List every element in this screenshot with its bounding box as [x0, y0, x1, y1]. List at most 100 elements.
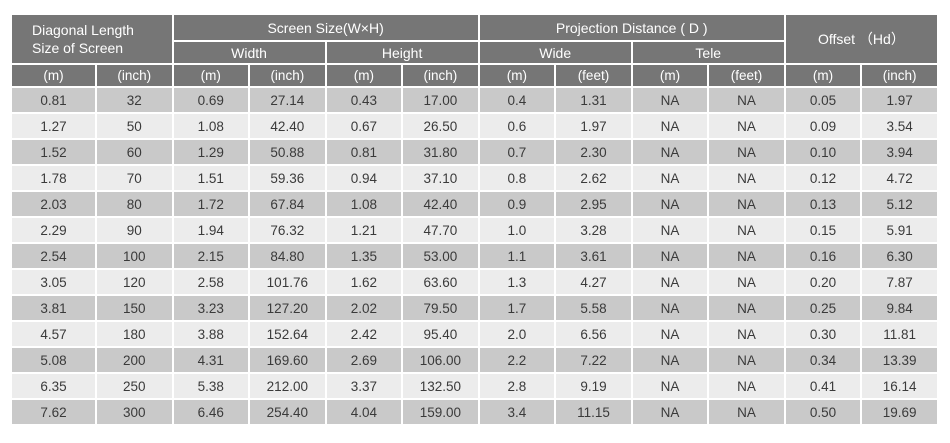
table-cell: 5.91 [862, 218, 937, 242]
table-cell: 6.56 [556, 322, 631, 346]
table-cell: 2.54 [12, 244, 95, 268]
table-cell: 6.30 [862, 244, 937, 268]
table-cell: 32 [97, 88, 172, 112]
table-row: 5.08 200 4.31 169.60 2.69 106.00 2.2 7.22 NA NA 0.… [12, 348, 937, 372]
header-screen-size: Screen Size(W×H) [173, 15, 478, 40]
table-cell: 60 [97, 140, 172, 164]
table-cell: NA [709, 244, 784, 268]
table-cell: 1.72 [173, 192, 249, 216]
table-cell: 3.23 [173, 296, 249, 320]
table-cell: 2.58 [173, 270, 249, 294]
table-row: 4.57 180 3.88 152.64 2.42 95.40 2.0 6.56 NA NA 0.3… [12, 322, 937, 346]
table-cell: 106.00 [403, 348, 478, 372]
unit-cell: (m) [632, 65, 708, 86]
table-cell: 0.81 [326, 140, 402, 164]
table-cell: 9.19 [556, 374, 631, 398]
table-cell: 4.72 [862, 166, 937, 190]
table-cell: 0.50 [785, 400, 861, 424]
header-row-subgroups: Width Height Wide Tele [12, 42, 937, 63]
table-cell: 84.80 [250, 244, 325, 268]
table-cell: 120 [97, 270, 172, 294]
table-cell: NA [709, 88, 784, 112]
table-cell: 63.60 [403, 270, 478, 294]
table-cell: 100 [97, 244, 172, 268]
header-diagonal-line2: Size of Screen [32, 40, 124, 56]
table-cell: 1.21 [326, 218, 402, 242]
table-cell: 5.08 [12, 348, 95, 372]
unit-cell: (m) [12, 65, 95, 86]
table-cell: 7.62 [12, 400, 95, 424]
table-cell: 0.6 [479, 114, 555, 138]
table-cell: 152.64 [250, 322, 325, 346]
table-cell: 4.57 [12, 322, 95, 346]
table-cell: 5.12 [862, 192, 937, 216]
table-cell: 0.69 [173, 88, 249, 112]
table-cell: 2.42 [326, 322, 402, 346]
table-cell: 27.14 [250, 88, 325, 112]
table-cell: 1.1 [479, 244, 555, 268]
table-cell: 1.7 [479, 296, 555, 320]
table-cell: 1.35 [326, 244, 402, 268]
table-row: 0.81 32 0.69 27.14 0.43 17.00 0.4 1.31 NA NA 0.05 1… [12, 88, 937, 112]
table-cell: 1.97 [862, 88, 937, 112]
table-cell: 0.8 [479, 166, 555, 190]
table-cell: 2.62 [556, 166, 631, 190]
header-diagonal-length: Diagonal Length Size of Screen [12, 15, 172, 63]
table-cell: 42.40 [403, 192, 478, 216]
table-cell: NA [632, 88, 708, 112]
unit-cell: (feet) [556, 65, 631, 86]
table-cell: 2.15 [173, 244, 249, 268]
table-cell: 3.88 [173, 322, 249, 346]
table-cell: 1.97 [556, 114, 631, 138]
table-cell: 132.50 [403, 374, 478, 398]
table-cell: 0.81 [12, 88, 95, 112]
table-cell: 95.40 [403, 322, 478, 346]
table-cell: 70 [97, 166, 172, 190]
table-cell: NA [632, 192, 708, 216]
table-cell: 0.7 [479, 140, 555, 164]
table-cell: 1.31 [556, 88, 631, 112]
table-cell: 0.4 [479, 88, 555, 112]
unit-cell: (m) [326, 65, 402, 86]
table-cell: 1.78 [12, 166, 95, 190]
table-cell: 6.35 [12, 374, 95, 398]
header-height: Height [326, 42, 478, 63]
table-cell: 50 [97, 114, 172, 138]
table-cell: 7.87 [862, 270, 937, 294]
table-cell: 0.12 [785, 166, 861, 190]
table-cell: NA [632, 374, 708, 398]
table-cell: NA [709, 114, 784, 138]
table-cell: 169.60 [250, 348, 325, 372]
table-cell: NA [632, 348, 708, 372]
table-cell: NA [632, 322, 708, 346]
table-cell: 1.62 [326, 270, 402, 294]
table-cell: 3.61 [556, 244, 631, 268]
table-row: 6.35 250 5.38 212.00 3.37 132.50 2.8 9.19 NA NA 0.… [12, 374, 937, 398]
table-cell: 0.16 [785, 244, 861, 268]
table-cell: 1.08 [173, 114, 249, 138]
table-row: 2.29 90 1.94 76.32 1.21 47.70 1.0 3.28 NA NA 0.15 5… [12, 218, 937, 242]
table-cell: 254.40 [250, 400, 325, 424]
table-cell: 250 [97, 374, 172, 398]
table-cell: NA [632, 244, 708, 268]
table-cell: 31.80 [403, 140, 478, 164]
table-row: 3.05 120 2.58 101.76 1.62 63.60 1.3 4.27 NA NA 0.2… [12, 270, 937, 294]
table-cell: 5.58 [556, 296, 631, 320]
page: Diagonal Length Size of Screen Screen Si… [10, 13, 939, 426]
table-cell: NA [632, 114, 708, 138]
table-cell: NA [709, 192, 784, 216]
table-row: 3.81 150 3.23 127.20 2.02 79.50 1.7 5.58 NA NA 0.2… [12, 296, 937, 320]
table-cell: NA [709, 322, 784, 346]
unit-cell: (m) [173, 65, 249, 86]
table-cell: 1.3 [479, 270, 555, 294]
table-cell: NA [709, 348, 784, 372]
table-cell: 2.2 [479, 348, 555, 372]
table-row: 1.52 60 1.29 50.88 0.81 31.80 0.7 2.30 NA NA 0.10 3… [12, 140, 937, 164]
table-cell: 3.28 [556, 218, 631, 242]
table-cell: 6.46 [173, 400, 249, 424]
projection-distance-table: Diagonal Length Size of Screen Screen Si… [10, 13, 939, 426]
table-cell: 50.88 [250, 140, 325, 164]
table-cell: 1.94 [173, 218, 249, 242]
table-cell: 7.22 [556, 348, 631, 372]
table-cell: 2.69 [326, 348, 402, 372]
